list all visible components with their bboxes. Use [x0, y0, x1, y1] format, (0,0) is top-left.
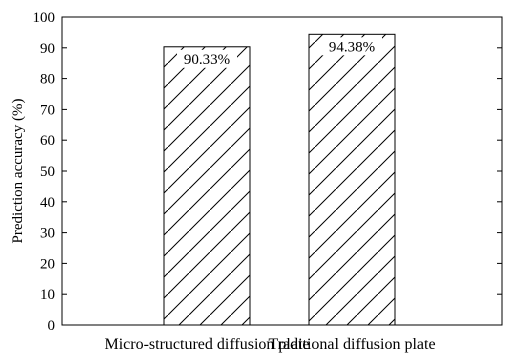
- y-tick-label: 60: [40, 133, 55, 149]
- y-tick-label: 0: [48, 318, 56, 334]
- bar-2: [308, 33, 396, 326]
- y-tick-label: 100: [33, 10, 56, 26]
- x-axis-categories: Micro-structured diffusion plateTraditio…: [105, 336, 436, 353]
- y-tick-label: 20: [40, 256, 55, 272]
- y-tick-label: 50: [40, 164, 55, 180]
- bars-layer: 90.33% 94.38%: [163, 33, 396, 326]
- x-category-label-1: Micro-structured diffusion plate: [105, 336, 310, 353]
- y-tick-label: 70: [40, 102, 55, 118]
- data-label-2: 94.38%: [329, 39, 375, 55]
- y-tick-label: 30: [40, 226, 55, 242]
- y-tick-label: 40: [40, 195, 55, 211]
- bar-1: [163, 46, 251, 326]
- y-axis-ticks: 0 10 20 30 40 50 60 70 80 90 100: [33, 10, 502, 334]
- y-tick-label: 10: [40, 287, 55, 303]
- x-category-label-2: Traditional diffusion plate: [268, 336, 435, 353]
- data-label-background: [322, 37, 382, 56]
- data-label-1: 90.33%: [184, 52, 230, 68]
- y-tick-label: 90: [40, 41, 55, 57]
- y-tick-label: 80: [40, 72, 55, 88]
- data-label-background: [177, 49, 237, 68]
- plot-area-frame: [61, 16, 503, 326]
- y-axis-title: Prediction accuracy (%): [10, 99, 26, 244]
